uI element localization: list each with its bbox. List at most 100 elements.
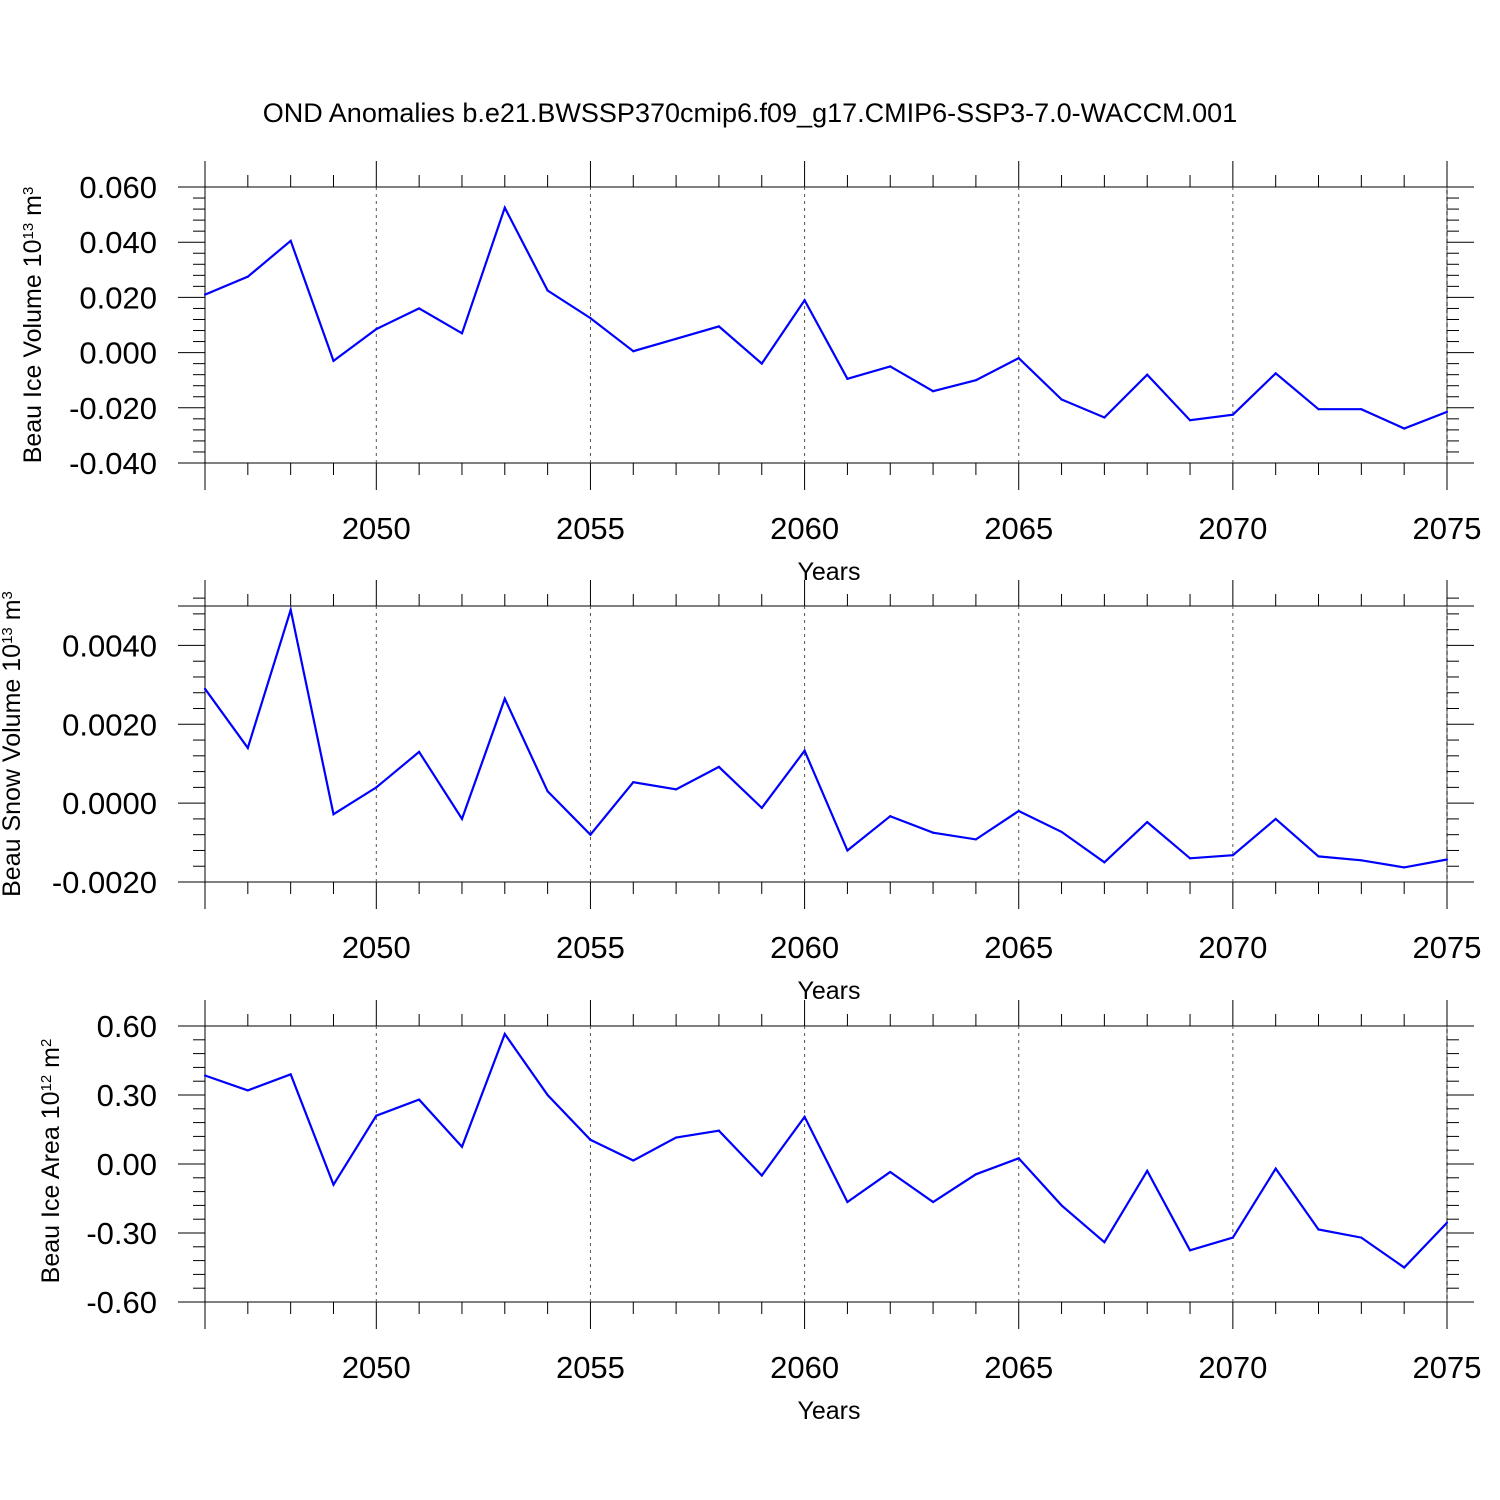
y-axis-label-text: m [37, 1047, 65, 1075]
y-axis-label: Beau Ice Volume 1013 m3 [19, 187, 47, 464]
x-tick-label: 2075 [1413, 511, 1482, 546]
data-point [203, 1074, 207, 1077]
y-tick-label: 0.0020 [62, 707, 157, 742]
data-point [1188, 1249, 1192, 1252]
data-point [1103, 861, 1106, 864]
x-tick-label: 2065 [984, 1350, 1053, 1385]
y-axis-label-superscript: 13 [20, 223, 37, 240]
data-point [1403, 1266, 1406, 1269]
x-tick-label: 2055 [556, 511, 625, 546]
data-point [203, 687, 207, 690]
data-point [717, 1129, 721, 1132]
data-point [632, 350, 635, 353]
x-axis-label: Years [797, 1397, 860, 1425]
data-point [632, 781, 635, 784]
panel-3: 2050 2055 2060 2065 2070 2075 Years 0.60 0.30 0.0… [37, 1000, 1481, 1425]
data-point [1274, 372, 1277, 375]
y-tick-label: -0.0020 [52, 865, 157, 900]
data-point [1146, 1169, 1149, 1172]
data-point [846, 377, 849, 380]
y-axis-label: Beau Ice Area 1012 m2 [37, 1039, 65, 1284]
data-point [546, 289, 549, 292]
data-point [1060, 830, 1063, 834]
data-point [846, 849, 849, 852]
data-point [803, 299, 806, 302]
data-point [1317, 855, 1320, 858]
y-tick-label: 0.30 [97, 1078, 157, 1113]
data-point [246, 746, 249, 750]
y-axis-label-text: Beau Snow Volume 10 [0, 644, 26, 897]
data-point [675, 788, 678, 791]
x-axis-label: Years [797, 558, 860, 586]
y-tick-label: 0.0040 [62, 628, 157, 663]
x-tick-label: 2070 [1198, 930, 1267, 965]
x-tick-label: 2055 [556, 1350, 625, 1385]
data-point [460, 1145, 464, 1148]
data-point [1317, 408, 1320, 411]
data-point [1360, 859, 1363, 862]
x-axis-label: Years [797, 977, 860, 1005]
y-axis-label-text: m [0, 599, 26, 627]
data-point [203, 293, 207, 296]
data-point [1274, 1167, 1277, 1170]
x-tick-label: 2060 [770, 1350, 839, 1385]
y-tick-label: 0.020 [79, 280, 157, 315]
data-point [1317, 1228, 1320, 1231]
y-tick-label: 0.060 [79, 170, 157, 205]
data-point [931, 390, 935, 393]
y-axis-label-superscript: 3 [20, 187, 37, 195]
data-point [1403, 866, 1406, 869]
y-tick-label: -0.60 [86, 1285, 157, 1320]
y-axis-label-superscript: 13 [0, 627, 16, 644]
x-tick-label: 2070 [1198, 1350, 1267, 1385]
x-tick-label: 2055 [556, 930, 625, 965]
data-point [375, 786, 378, 789]
data-point [974, 1173, 977, 1176]
panel-2: 2050 2055 2060 2065 2070 2075 Years 0.0040 0.002… [0, 580, 1481, 1005]
data-point [760, 806, 763, 809]
figure-title: OND Anomalies b.e21.BWSSP370cmip6.f09_g1… [262, 98, 1238, 128]
data-point [803, 749, 806, 752]
x-tick-label: 2075 [1413, 1350, 1482, 1385]
data-point [1060, 398, 1063, 401]
data-point [589, 317, 592, 320]
x-tick-label: 2065 [984, 511, 1053, 546]
y-axis-label-superscript: 12 [38, 1075, 55, 1092]
data-point [1231, 854, 1234, 857]
data-point [1231, 1236, 1234, 1239]
y-axis-label-text: m [19, 195, 47, 223]
y-tick-label: 0.040 [79, 225, 157, 260]
data-point [889, 1170, 892, 1174]
y-axis-label-text: Beau Ice Area 10 [37, 1092, 65, 1284]
data-point [931, 831, 935, 834]
x-tick-label: 2075 [1413, 930, 1482, 965]
series-line [204, 605, 1448, 869]
data-point [675, 1136, 678, 1139]
x-tick-label: 2050 [342, 930, 411, 965]
data-point [803, 1115, 806, 1118]
data-point [1403, 427, 1406, 430]
data-point [289, 239, 292, 242]
data-point [846, 1200, 849, 1204]
data-point [675, 337, 678, 340]
data-point [418, 1098, 421, 1101]
data-point [1146, 373, 1149, 376]
data-point [1017, 357, 1020, 360]
data-point [889, 815, 892, 818]
data-point [332, 359, 335, 362]
data-point [460, 332, 464, 335]
data-point [1188, 857, 1192, 860]
data-point [1231, 413, 1234, 416]
data-point [1103, 1241, 1106, 1244]
x-tick-label: 2050 [342, 511, 411, 546]
y-tick-label: 0.0000 [62, 786, 157, 821]
data-point [546, 1093, 549, 1097]
data-point [289, 608, 292, 612]
data-point [1274, 817, 1277, 821]
data-point [1060, 1204, 1063, 1207]
data-point [546, 790, 549, 793]
data-point [717, 325, 721, 328]
data-point [1360, 408, 1363, 411]
data-point [246, 1089, 249, 1092]
